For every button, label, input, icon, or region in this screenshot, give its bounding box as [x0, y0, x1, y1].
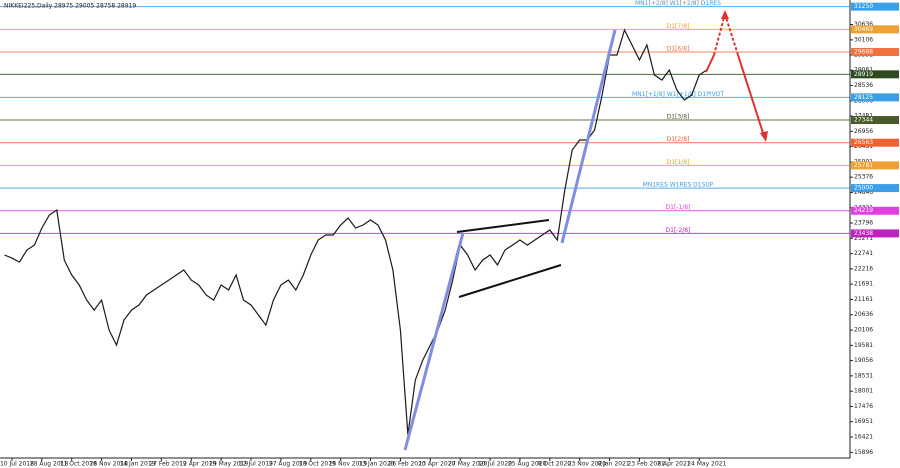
- level-price-label: 28125: [854, 94, 873, 101]
- y-tick-label: 24846: [854, 189, 873, 196]
- y-tick-label: 28536: [854, 82, 873, 89]
- x-tick-label: 8 Jan 2021: [598, 461, 630, 468]
- level-price-label: 30469: [854, 26, 873, 33]
- x-tick-label: 24 May 2021: [687, 461, 726, 468]
- levels: MN1[+2/8] W1[+2/8] D1RES D1[7/8] D1[6/8] MN…: [0, 0, 850, 234]
- y-tick-label: 25376: [854, 174, 873, 181]
- x-tick-label: 14 Jan 2019: [119, 461, 155, 468]
- forecast-line: [713, 13, 726, 56]
- x-tick-label: 27 Feb 2019: [149, 461, 187, 468]
- y-tick-label: 20636: [854, 311, 873, 318]
- x-tick-label: 23 Nov 2020: [568, 461, 607, 468]
- level-price-box: [851, 184, 899, 193]
- chart-title: NIKKEI225,Daily 28975 29005 28758 28919: [4, 3, 136, 10]
- level-price-label: 29688: [854, 49, 873, 56]
- level-label: MN1RES W1RES D1SUP: [643, 182, 714, 189]
- x-tick-label: 26 Nov 2018: [90, 461, 129, 468]
- level-price-box: [851, 116, 899, 125]
- level-price-box: [851, 93, 899, 102]
- y-tick-label: 17476: [854, 403, 873, 410]
- forecast-line: [737, 54, 765, 137]
- y-tick-label: 30636: [854, 21, 873, 28]
- level-price-label: 28919: [854, 71, 873, 78]
- forecast-line: [724, 13, 739, 56]
- y-tick-label: 23271: [854, 235, 873, 242]
- x-tick-label: 10 Jul 2018: [0, 461, 34, 468]
- forecast-line: [705, 54, 715, 73]
- level-price-label: 25781: [854, 162, 873, 169]
- y-tick-label: 22741: [854, 250, 873, 257]
- y-tick-label: 18001: [854, 388, 873, 395]
- y-tick-label: 23796: [854, 220, 873, 227]
- level-label: D1[2/8]: [667, 136, 690, 143]
- level-price-box: [851, 161, 899, 170]
- level-label: MN1[+1/8] W1[+1/8] D1PIVOT: [632, 91, 724, 98]
- level-price-label: 25000: [854, 185, 873, 192]
- x-tick-label: 26 Feb 2020: [388, 461, 426, 468]
- level-price-box: [851, 229, 899, 238]
- y-tick-label: 20106: [854, 327, 873, 334]
- x-tick-label: 13 Apr 2020: [418, 461, 455, 468]
- level-label: D1[-2/8]: [666, 227, 691, 234]
- level-price-box: [851, 2, 899, 11]
- wedge-line: [458, 264, 562, 298]
- level-price-box: [851, 25, 899, 34]
- y-tick-label: 16421: [854, 434, 873, 441]
- x-tick-label: 10 Oct 2019: [299, 461, 336, 468]
- level-price-label: 24219: [854, 207, 873, 214]
- wedge-line: [456, 219, 550, 233]
- y-tick-label: 30106: [854, 36, 873, 43]
- x-tick-label: 12 Apr 2019: [179, 461, 216, 468]
- y-tick-label: 21691: [854, 281, 873, 288]
- x-tick-label: 27 Aug 2019: [269, 461, 308, 468]
- level-price-box: [851, 138, 899, 147]
- x-tick-label: 28 Aug 2018: [30, 461, 69, 468]
- level-label: D1[3/8]: [667, 114, 690, 121]
- y-tick-label: 26956: [854, 128, 873, 135]
- level-label: D1[-1/8]: [666, 204, 691, 211]
- x-tick-label: 13 Jan 2020: [359, 461, 395, 468]
- x-tick-label: 25 Nov 2019: [329, 461, 368, 468]
- level-price-box: [851, 70, 899, 79]
- level-price-box: [851, 48, 899, 57]
- x-tick-label: 10 Jul 2020: [478, 461, 512, 468]
- y-tick-label: 21161: [854, 296, 873, 303]
- level-price-label: 31250: [854, 3, 873, 10]
- x-tick-label: 23 Feb 2021: [627, 461, 665, 468]
- level-price-label: 27344: [854, 117, 873, 124]
- level-label: D1[7/8]: [667, 23, 690, 30]
- trend-line: [403, 232, 465, 451]
- y-tick-label: 19581: [854, 342, 873, 349]
- x-tick-label: 29 May 2019: [209, 461, 248, 468]
- x-tick-label: 25 Aug 2020: [508, 461, 547, 468]
- x-tick-label: 8 Apr 2021: [657, 461, 690, 468]
- annotations: [403, 10, 768, 451]
- x-tick-label: 27 May 2020: [448, 461, 487, 468]
- level-price-label: 23438: [854, 230, 873, 237]
- trend-line: [560, 29, 617, 244]
- y-tick-label: 19056: [854, 357, 873, 364]
- y-tick-label: 16951: [854, 418, 873, 425]
- forecast-arrowhead: [760, 131, 768, 142]
- x-tick-label: 8 Oct 2020: [538, 461, 571, 468]
- x-tick-label: 11 Oct 2018: [60, 461, 97, 468]
- level-label: D1[6/8]: [667, 46, 690, 53]
- x-tick-label: 12 Jul 2019: [239, 461, 273, 468]
- level-label: D1[1/8]: [667, 159, 690, 166]
- y-tick-label: 29061: [854, 67, 873, 74]
- level-price-box: [851, 206, 899, 215]
- y-tick-label: 15896: [854, 449, 873, 456]
- level-label: MN1[+2/8] W1[+2/8] D1RES: [635, 0, 721, 7]
- level-price-label: 26563: [854, 139, 873, 146]
- y-tick-label: 22216: [854, 265, 873, 272]
- y-tick-label: 18531: [854, 372, 873, 379]
